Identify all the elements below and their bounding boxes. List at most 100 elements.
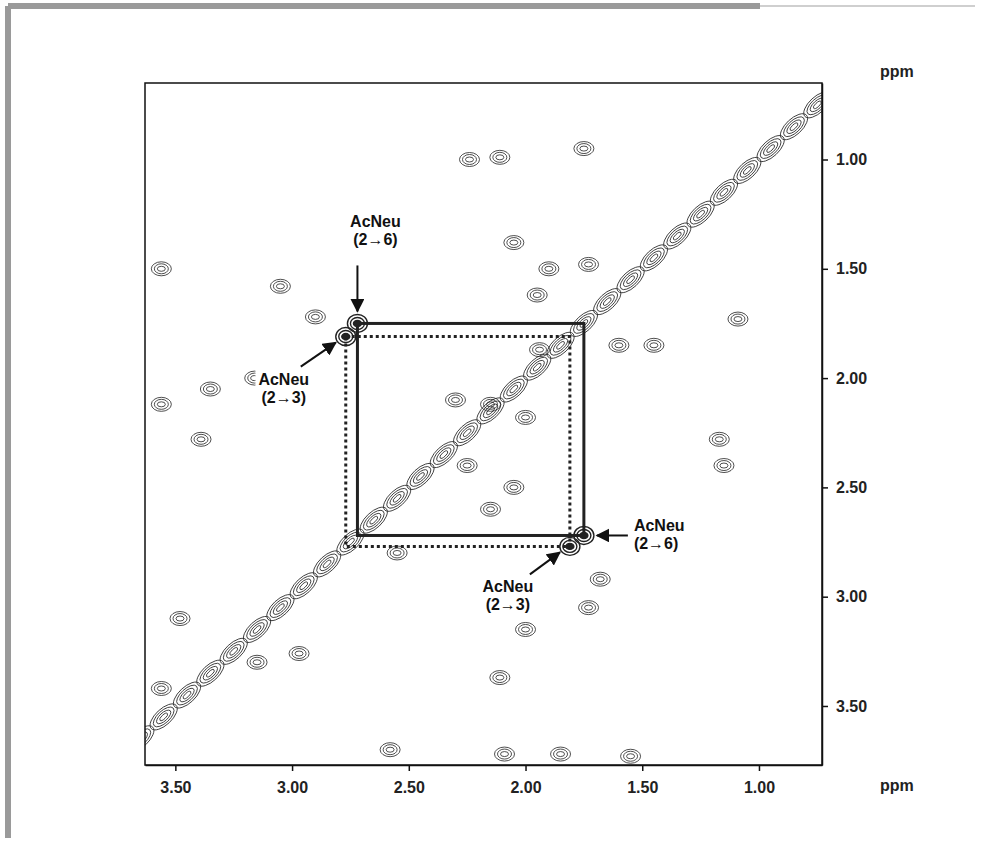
diagonal-contour (532, 362, 542, 372)
tick-label: 1.00 (836, 151, 867, 168)
diagonal-contour (216, 634, 252, 669)
diagonal-contour (719, 187, 729, 197)
cross-peak-contour (731, 314, 745, 324)
tick-mark (642, 765, 644, 771)
diagonal-contour (290, 573, 317, 600)
tick-label: 2.50 (394, 779, 425, 796)
cross-peak-contour (305, 310, 325, 324)
diagonal-contour (275, 603, 285, 613)
page-border (760, 5, 975, 7)
diagonal-contour (594, 288, 621, 315)
cross-peak-contour (203, 384, 217, 394)
annotations: AcNeu(2→6)AcNeu(2→6)AcNeu(2→3)AcNeu(2→3) (255, 211, 687, 615)
diagonal-contour (224, 642, 243, 660)
tick: 3.00 (822, 588, 867, 605)
connectivity-box (346, 337, 570, 547)
diagonal-contour (309, 546, 345, 581)
tick: 2.50 (394, 765, 425, 796)
chart: 3.503.002.502.001.501.001.001.502.002.50… (0, 0, 981, 844)
cross-peak-contour (487, 402, 495, 407)
cross-peak-contour (580, 146, 588, 151)
diagonal-contour (263, 590, 299, 625)
cross-peak-contour (481, 502, 501, 516)
acneu-peak (560, 537, 580, 555)
tick: 3.00 (277, 765, 308, 796)
diagonal-contour (150, 704, 177, 731)
cross-peak-contour (507, 238, 521, 248)
cross-peak-contour (533, 345, 547, 355)
diagonal-contour (500, 376, 527, 403)
arrow (356, 265, 358, 311)
cross-peak-contour (157, 266, 165, 271)
diagonal-contour (761, 140, 780, 158)
acneu-peak (577, 529, 591, 541)
tick-mark (822, 378, 828, 380)
cross-peak-contour (609, 338, 629, 352)
diagonal-contour (710, 179, 737, 206)
cross-peak-contour (484, 504, 498, 514)
diagonal-contour (364, 511, 383, 529)
diagonal-contour (621, 271, 640, 289)
diagonal-contour (742, 166, 752, 176)
x-axis: 3.503.002.502.001.501.00 (146, 765, 823, 796)
cross-peak-contour (445, 393, 465, 407)
diagonal-contour (804, 92, 822, 119)
diagonal-contour (462, 428, 472, 438)
diagonal-contour (337, 529, 364, 556)
cross-peak-contour (463, 463, 471, 468)
diagonal-contour (239, 612, 275, 647)
cross-peak-contour (590, 572, 610, 586)
diagonal-contour (664, 223, 691, 250)
cross-peak-contour (577, 144, 591, 154)
acneu-peak (342, 334, 350, 340)
diagonal-contour (672, 231, 682, 241)
diagonal-contour (299, 581, 309, 591)
axis-line (146, 765, 823, 767)
tick-label: 2.00 (510, 779, 541, 796)
tick-label: 1.00 (744, 779, 775, 796)
diagonal-contour (543, 328, 579, 363)
acneu-peak (347, 314, 367, 332)
diagonal-contour (333, 525, 369, 560)
cross-peak-contour (151, 397, 171, 411)
cross-peak-contour (386, 747, 394, 752)
cross-peak-contour (490, 150, 510, 164)
diagonal-contour (360, 507, 387, 534)
diagonal-contour (379, 481, 415, 516)
diagonal-contour (757, 135, 784, 162)
cross-peak-contour (292, 649, 306, 659)
diagonal-contour (602, 297, 612, 307)
diagonal-contour (613, 262, 649, 297)
cross-peak-contour (615, 343, 623, 348)
cross-peak-contour (574, 142, 594, 156)
tick-mark (822, 596, 828, 598)
diagonal-contour (201, 664, 220, 682)
cross-peak-contour (507, 482, 521, 492)
cross-peak-contour (734, 317, 742, 322)
diagonal-contour (715, 183, 734, 201)
diagonal-contour (411, 467, 430, 485)
cross-peak-contour (270, 279, 290, 293)
peak-label: AcNeu(2→6) (634, 517, 685, 552)
arrow (597, 534, 628, 536)
cross-peak-contour (154, 683, 168, 693)
tick-label: 3.00 (277, 779, 308, 796)
diagonal-contour (645, 249, 664, 267)
diagonal-contour (388, 489, 407, 507)
diagonal-contour (528, 358, 547, 376)
diagonal-contour (267, 594, 294, 621)
tick: 1.50 (822, 260, 867, 277)
cross-peak-contour (448, 395, 462, 405)
diagonal-contour (524, 354, 551, 381)
diagonal-contour (154, 708, 173, 726)
diagonal-contour (776, 109, 812, 144)
plot-frame (145, 83, 822, 765)
label-background (631, 515, 688, 554)
diagonal-contour (271, 599, 290, 617)
label-background (255, 369, 312, 408)
cross-peak-contour (311, 314, 319, 319)
cross-peak-contour (504, 480, 524, 494)
peak-label: AcNeu(2→6) (350, 213, 401, 248)
cross-peak-contour (154, 264, 168, 274)
cross-peak-contour (465, 157, 473, 162)
